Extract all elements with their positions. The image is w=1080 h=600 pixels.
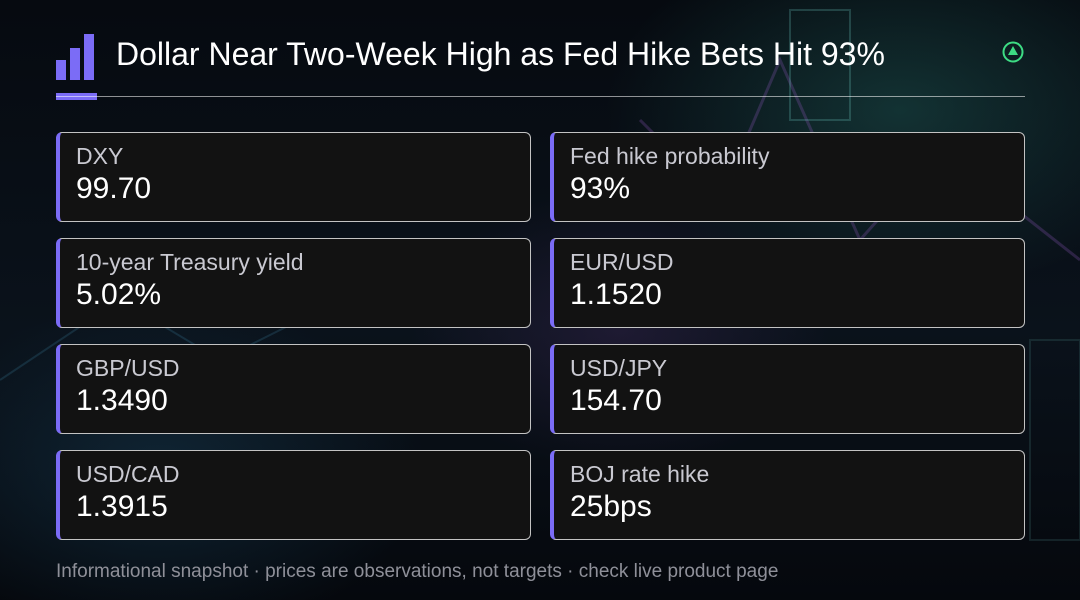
metric-value: 5.02%	[76, 278, 162, 311]
metric-label: 10-year Treasury yield	[76, 249, 304, 275]
metric-value: 99.70	[76, 172, 152, 205]
metric-label: BOJ rate hike	[570, 461, 710, 487]
metric-label: DXY	[76, 143, 124, 169]
up-arrow-circle-icon	[1002, 41, 1024, 63]
metric-label: USD/CAD	[76, 461, 180, 487]
logo-bar-short	[56, 60, 66, 80]
metric-label: USD/JPY	[570, 355, 668, 381]
metric-label: EUR/USD	[570, 249, 674, 275]
metric-value: 1.1520	[570, 278, 662, 311]
metric-value: 25bps	[570, 490, 652, 523]
metric-card-fed-hike-probability: Fed hike probability 93%	[550, 132, 1025, 222]
metric-value: 93%	[570, 172, 631, 205]
page-title: Dollar Near Two-Week High as Fed Hike Be…	[116, 36, 885, 72]
footer-disclaimer: Informational snapshot · prices are obse…	[56, 561, 779, 582]
metric-card-eur-usd: EUR/USD 1.1520	[550, 238, 1025, 328]
metric-card-gbp-usd: GBP/USD 1.3490	[56, 344, 531, 434]
metric-value: 154.70	[570, 384, 662, 417]
metric-label: Fed hike probability	[570, 143, 770, 169]
metric-label: GBP/USD	[76, 355, 180, 381]
logo-bar-tall	[84, 34, 94, 80]
logo-bar-chart-icon	[56, 34, 98, 100]
metric-value: 1.3915	[76, 490, 168, 523]
metric-card-dxy: DXY 99.70	[56, 132, 531, 222]
header-divider	[56, 96, 1025, 97]
logo-bar-medium	[70, 48, 80, 80]
metric-value: 1.3490	[76, 384, 168, 417]
metric-card-boj-rate-hike: BOJ rate hike 25bps	[550, 450, 1025, 540]
metric-card-treasury-yield: 10-year Treasury yield 5.02%	[56, 238, 531, 328]
metric-card-usd-jpy: USD/JPY 154.70	[550, 344, 1025, 434]
metrics-grid: DXY 99.70 Fed hike probability 93% 10-ye…	[56, 132, 1025, 540]
metric-card-usd-cad: USD/CAD 1.3915	[56, 450, 531, 540]
